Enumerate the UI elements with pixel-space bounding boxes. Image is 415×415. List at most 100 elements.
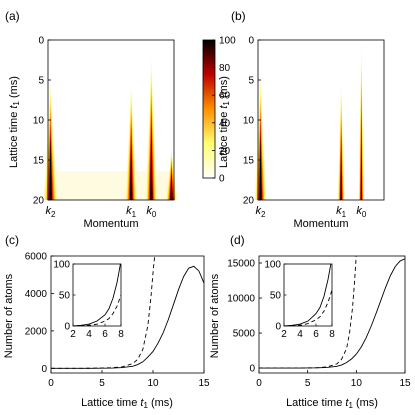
ticks-d: 0 5 10 15 0 5000 10000 15000 — [227, 259, 411, 389]
x-axis-label-a: Momentum — [83, 218, 138, 230]
inset-x-tick-label: 6 — [102, 329, 108, 340]
x-tick-label: k2 — [46, 205, 57, 219]
heatmap-peak-layer — [360, 112, 362, 200]
colorbar-tick-label: 40 — [219, 118, 231, 129]
inset-x-tick-label: 2 — [281, 329, 287, 340]
x-tick-label: k0 — [146, 205, 157, 219]
ticks-c: 0 5 10 15 0 2000 4000 6000 — [25, 252, 210, 390]
inset-y-tick-label: 100 — [53, 260, 70, 271]
x-tick-label: 0 — [48, 378, 54, 389]
y-tick-label: 5 — [38, 76, 44, 87]
colorbar-tick-label: 0 — [219, 174, 225, 185]
colorbar-tick-label: 60 — [219, 91, 231, 102]
y-tick-label: 0 — [38, 36, 44, 47]
colorbar-tick-label: 80 — [219, 63, 231, 74]
inset-x-tick-label: 6 — [313, 329, 319, 340]
heatmap-peak-layer — [49, 135, 52, 200]
y-tick-label: 5 — [248, 76, 254, 87]
x-tick-label: 10 — [351, 378, 363, 389]
inset-y-tick-label: 100 — [264, 260, 281, 271]
panel-d: (d) 0 5 10 15 0 5000 10000 15000 2 4 6 8 0 50 100 Num… — [209, 233, 411, 410]
y-tick-label: 2000 — [25, 326, 48, 337]
inset-x-tick-label: 2 — [70, 329, 76, 340]
panel-a: (a) 0 5 10 15 20 k2 k1 k0 Lattice time t1 (ms)… — [5, 9, 236, 230]
x-tick-label: k2 — [256, 205, 267, 219]
inset-x-tick-label: 4 — [86, 329, 92, 340]
y-ticks-b: 0 5 10 15 20 — [243, 36, 261, 207]
heatmap-peak-layer — [259, 131, 262, 200]
panel-label-b: (b) — [231, 9, 246, 23]
solid-series-line — [259, 258, 405, 369]
x-tick-label: 5 — [305, 378, 311, 389]
y-tick-label: 10000 — [227, 294, 255, 305]
heatmap-peak — [43, 82, 58, 200]
colorbar-ticks: 0 20 40 60 80 100 — [212, 36, 236, 185]
x-axis-label-d: Lattice time t1 (ms) — [286, 397, 378, 410]
colorbar-tick-label: 20 — [219, 146, 231, 157]
x-axis-label-b: Momentum — [293, 218, 348, 230]
inset-y-tick-label: 50 — [270, 291, 282, 302]
inset-y-tick-label: 50 — [59, 291, 71, 302]
panel-label-d: (d) — [230, 233, 245, 247]
lines-c — [51, 256, 204, 369]
inset-y-tick-label: 0 — [64, 322, 70, 333]
y-tick-label: 15 — [33, 156, 45, 167]
colorbar-gradient — [202, 39, 216, 179]
y-tick-label: 20 — [243, 196, 255, 207]
panel-b: (b) 0 5 10 15 20 k2 k1 k0 Lattice time t1 (ms)… — [218, 9, 385, 230]
y-tick-label: 0 — [248, 36, 254, 47]
x-tick-label: 15 — [198, 378, 210, 389]
inset-d: 2 4 6 8 0 50 100 — [264, 260, 335, 341]
heatmap-peak — [254, 76, 267, 200]
inset-frame — [72, 263, 122, 327]
heatmap-peak — [145, 57, 158, 200]
colorbar-tick-label: 100 — [219, 36, 236, 47]
x-ticks-a: k2 k1 k0 — [46, 205, 157, 219]
heatmap-peak-layer — [170, 171, 173, 200]
y-tick-label: 10 — [243, 116, 255, 127]
x-tick-label: 5 — [99, 378, 105, 389]
plot-frame-d — [258, 255, 406, 374]
x-tick-label: k1 — [336, 205, 347, 219]
x-tick-label: 0 — [256, 378, 262, 389]
heatmap-peak-layer — [150, 121, 153, 200]
inset-c: 2 4 6 8 0 50 100 — [53, 260, 124, 341]
inset-y-tick-label: 0 — [275, 322, 281, 333]
colorbar: 0 20 40 60 80 100 — [202, 36, 236, 185]
heatmap-peak-layer — [340, 134, 342, 200]
heatmap-a — [43, 57, 178, 200]
y-axis-label-a: Lattice time t1 (ms) — [8, 76, 21, 168]
y-tick-label: 0 — [249, 364, 255, 375]
solid-series-line — [51, 265, 204, 369]
panel-label-a: (a) — [5, 9, 20, 23]
plot-frame-b — [257, 39, 385, 201]
x-tick-label: k1 — [126, 205, 137, 219]
y-tick-label: 20 — [33, 196, 45, 207]
heatmap-peak-layer — [130, 135, 133, 200]
x-tick-label: k0 — [356, 205, 367, 219]
y-tick-label: 10 — [33, 116, 45, 127]
y-tick-label: 15 — [243, 156, 255, 167]
inset-x-tick-label: 4 — [297, 329, 303, 340]
inset-frame — [283, 263, 333, 327]
y-tick-label: 15000 — [227, 259, 255, 270]
y-tick-label: 0 — [41, 364, 47, 375]
solid-series-line — [73, 264, 121, 326]
x-ticks-b: k2 k1 k0 — [256, 205, 367, 219]
y-axis-label-b: Lattice time t1 (ms) — [218, 76, 231, 168]
solid-series-line — [284, 264, 332, 326]
y-tick-label: 4000 — [25, 289, 48, 300]
panel-label-c: (c) — [5, 233, 19, 247]
plot-frame-c — [50, 255, 205, 374]
y-ticks-a: 0 5 10 15 20 — [33, 36, 51, 207]
y-axis-label-c: Number of atoms — [3, 273, 15, 358]
x-tick-label: 10 — [147, 378, 159, 389]
dashed-series-line — [259, 256, 357, 369]
heatmap-peak — [337, 80, 345, 200]
dashed-series-line — [51, 256, 156, 369]
inset-x-tick-label: 8 — [118, 329, 124, 340]
heatmap-peak — [358, 40, 365, 201]
panel-c: (c) 0 5 10 15 0 2000 4000 6000 2 4 6 8 0 50 100 Numbe… — [3, 233, 210, 410]
inset-x-tick-label: 8 — [329, 329, 335, 340]
